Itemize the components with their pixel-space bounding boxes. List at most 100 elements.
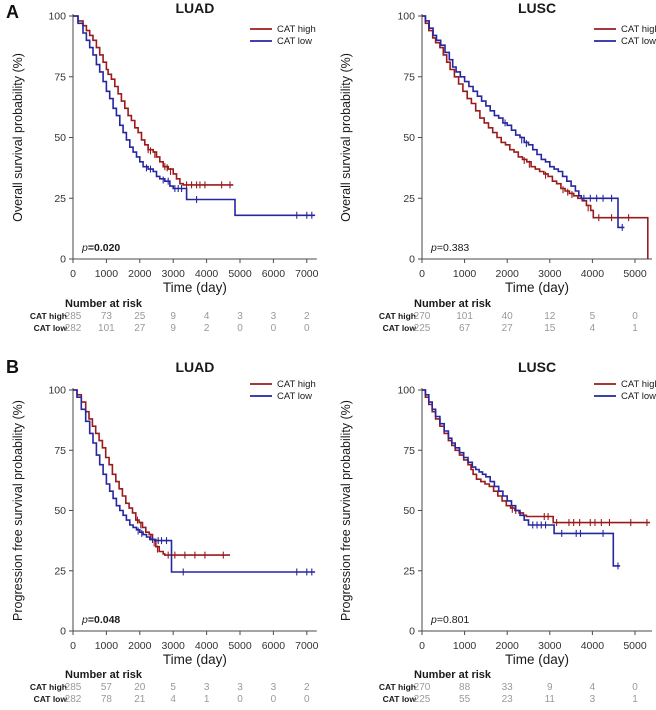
x-tick-label: 3000: [538, 268, 562, 280]
risk-value: 40: [502, 311, 514, 322]
p-value-symbol: p: [430, 614, 437, 626]
risk-table-header: Number at risk: [65, 298, 143, 310]
survival-curve-cat-high: [73, 15, 234, 186]
survival-curve-cat-low: [422, 15, 625, 229]
risk-table-header: Number at risk: [65, 669, 143, 681]
risk-value: 270: [414, 682, 431, 693]
legend-label-cat-low: CAT low: [277, 36, 312, 47]
panel-pfs-luad: LUAD Progression free survival probabilit…: [0, 357, 328, 710]
risk-value: 15: [544, 323, 556, 334]
x-tick-label: 2000: [128, 268, 152, 280]
risk-table-header: Number at risk: [414, 669, 492, 681]
survival-curve-cat-low: [73, 15, 316, 217]
risk-value: 27: [502, 323, 514, 334]
risk-row-label: CAT low: [383, 323, 417, 333]
risk-value: 5: [170, 682, 176, 693]
panel-label-b: B: [6, 357, 19, 377]
risk-row-label: CAT high: [30, 682, 67, 692]
risk-value: 0: [271, 323, 277, 334]
risk-row-label: CAT low: [34, 323, 68, 333]
risk-value: 3: [237, 682, 243, 693]
risk-value: 78: [101, 694, 113, 705]
x-tick-label: 2000: [496, 640, 520, 652]
panel-os-lusc: LUSC Overall survival probability (%) 0 25 5…: [328, 0, 656, 352]
risk-value: 2: [304, 682, 310, 693]
y-tick-label: 75: [403, 71, 415, 83]
risk-value: 0: [271, 694, 277, 705]
p-value-symbol: p: [81, 242, 88, 254]
legend-label-cat-high: CAT high: [621, 379, 656, 390]
risk-value: 270: [414, 311, 431, 322]
risk-value: 23: [502, 694, 514, 705]
risk-value: 282: [65, 323, 82, 334]
x-tick-label: 2000: [128, 640, 152, 652]
y-tick-label: 75: [54, 71, 66, 83]
risk-value: 25: [134, 311, 146, 322]
p-value-number: =0.020: [88, 242, 121, 254]
x-axis-title: Time (day): [163, 280, 227, 295]
risk-value: 4: [204, 311, 210, 322]
x-tick-label: 4000: [581, 268, 605, 280]
chart-title: LUSC: [518, 359, 556, 375]
x-tick-label: 1000: [95, 640, 119, 652]
risk-value: 1: [204, 694, 210, 705]
risk-value: 4: [590, 323, 596, 334]
y-tick-label: 25: [403, 193, 415, 205]
km-plot-pfs-lusc: LUSC Progression free survival probabilit…: [339, 359, 656, 705]
x-tick-label: 0: [70, 640, 76, 652]
x-tick-label: 1000: [95, 268, 119, 280]
x-tick-label: 0: [419, 268, 425, 280]
risk-value: 101: [456, 311, 473, 322]
y-tick-label: 75: [54, 445, 66, 457]
x-tick-label: 7000: [295, 640, 319, 652]
risk-value: 27: [134, 323, 146, 334]
panel-label-a: A: [6, 2, 19, 22]
km-plot-pfs-luad: LUAD Progression free survival probabilit…: [11, 359, 319, 705]
risk-value: 2: [204, 323, 210, 334]
y-tick-label: 25: [403, 565, 415, 577]
p-value-symbol: p: [430, 242, 437, 254]
y-tick-label: 100: [48, 11, 66, 23]
x-tick-label: 0: [419, 640, 425, 652]
risk-value: 3: [271, 682, 277, 693]
y-tick-label: 75: [403, 445, 415, 457]
x-tick-label: 4000: [581, 640, 605, 652]
km-plot-os-luad: LUAD Overall survival probability (%) 0 25 5…: [11, 0, 319, 334]
x-tick-label: 6000: [262, 640, 286, 652]
risk-value: 21: [134, 694, 146, 705]
legend-label-cat-high: CAT high: [277, 379, 316, 390]
x-tick-label: 3000: [538, 640, 562, 652]
risk-value: 57: [101, 682, 113, 693]
y-axis-label: Progression free survival probability (%…: [11, 400, 25, 621]
x-tick-label: 1000: [453, 640, 477, 652]
chart-title: LUAD: [175, 359, 214, 375]
x-tick-label: 7000: [295, 268, 319, 280]
risk-value: 20: [134, 682, 146, 693]
risk-value: 1: [632, 323, 638, 334]
risk-value: 9: [547, 682, 553, 693]
legend-label-cat-high: CAT high: [621, 24, 656, 35]
risk-value: 73: [101, 311, 113, 322]
km-plot-os-lusc: LUSC Overall survival probability (%) 0 25 5…: [339, 0, 656, 334]
survival-curve-cat-high: [422, 389, 650, 524]
y-tick-label: 100: [397, 385, 415, 397]
x-tick-label: 4000: [195, 268, 219, 280]
x-tick-label: 1000: [453, 268, 477, 280]
y-axis-label: Overall survival probability (%): [11, 53, 25, 222]
survival-curve-cat-high: [73, 389, 230, 556]
risk-value: 3: [271, 311, 277, 322]
x-tick-label: 6000: [262, 268, 286, 280]
risk-value: 9: [170, 311, 176, 322]
x-tick-label: 0: [70, 268, 76, 280]
risk-value: 0: [304, 323, 310, 334]
risk-value: 11: [545, 694, 556, 705]
legend-label-cat-low: CAT low: [621, 36, 656, 47]
legend-label-cat-high: CAT high: [277, 24, 316, 35]
risk-value: 3: [590, 694, 596, 705]
risk-value: 67: [459, 323, 471, 334]
y-tick-label: 50: [403, 505, 415, 517]
risk-value: 0: [237, 323, 243, 334]
y-tick-label: 0: [409, 626, 415, 638]
p-value-number: =0.383: [437, 242, 470, 254]
